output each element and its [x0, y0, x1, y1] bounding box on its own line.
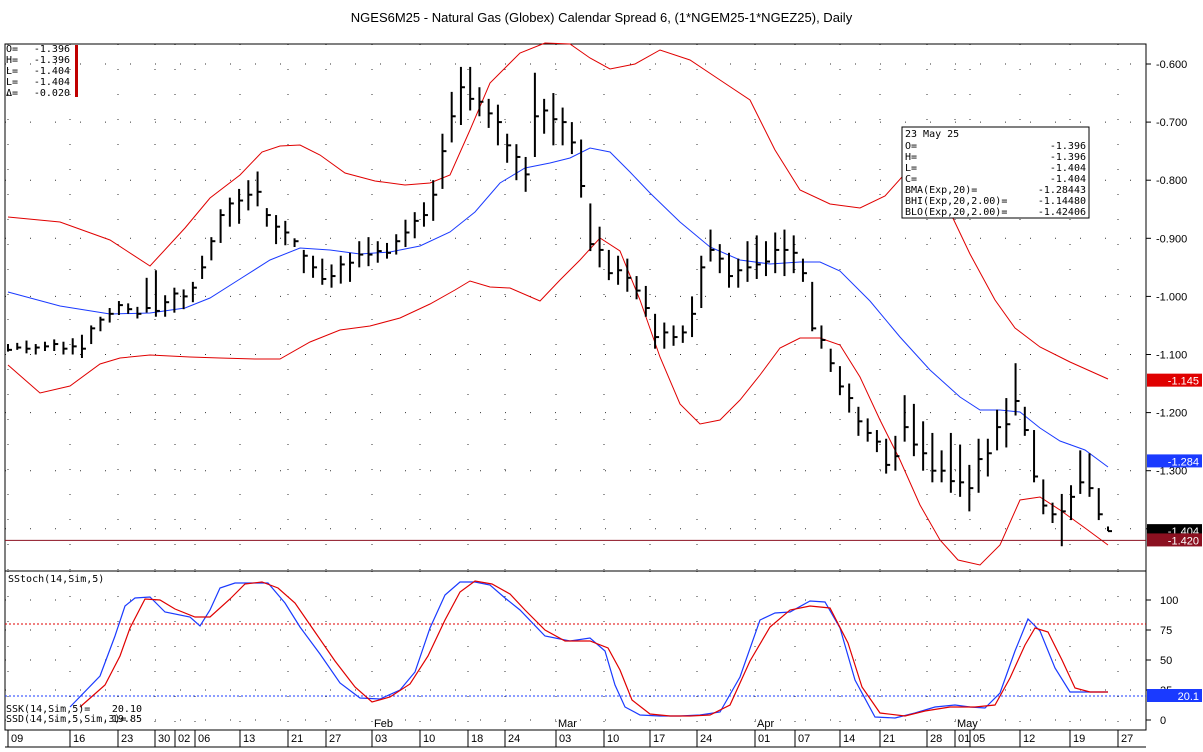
price-y-tick-label: -1.300 [1156, 466, 1187, 478]
x-axis-tick-label: 01 [958, 733, 970, 745]
ohlc-readout-marker [75, 45, 78, 97]
price-tag [1147, 533, 1202, 547]
ohlc-readout-label: O= [6, 44, 18, 55]
info-box-value: -1.14480 [1038, 196, 1086, 207]
price-tag-label: -1.420 [1168, 535, 1199, 547]
x-axis-month-label: May [957, 718, 978, 730]
info-box-label: BMA(Exp,20)= [905, 185, 977, 196]
stoch-y-tick-label: 100 [1160, 595, 1178, 607]
info-box-value: -1.42406 [1038, 207, 1086, 218]
stoch-tag [1147, 689, 1202, 702]
x-axis-tick-label: 24 [508, 733, 520, 745]
stoch-ssk-line [69, 581, 1108, 719]
x-axis-tick-label: 14 [843, 733, 855, 745]
stoch-readout-label: SSD(14,Sim,5,Sim,3)= [6, 714, 126, 725]
info-box-label: BHI(Exp,20,2.00)= [905, 196, 1007, 207]
x-axis-tick-label: 18 [471, 733, 483, 745]
info-box-label: BLO(Exp,20,2.00)= [905, 207, 1007, 218]
stoch-y-tick-label: 0 [1160, 715, 1166, 727]
info-box-label: C= [905, 174, 917, 185]
x-axis-tick-label: 27 [1121, 733, 1133, 745]
x-axis-tick-label: 06 [198, 733, 210, 745]
info-box-label: L= [905, 163, 917, 174]
x-axis-tick-label: 21 [291, 733, 303, 745]
bollinger-lower-band [7, 237, 1109, 566]
x-axis-tick-label: 03 [375, 733, 387, 745]
price-tag [1147, 373, 1202, 387]
stoch-y-tick-label: 50 [1160, 655, 1172, 667]
stoch-readout-value: 19.85 [112, 714, 142, 725]
price-y-tick-label: -0.900 [1156, 233, 1187, 245]
x-axis-tick-label: 24 [700, 733, 712, 745]
x-axis-tick-label: 13 [243, 733, 255, 745]
ohlc-readout-value: -1.404 [34, 66, 70, 77]
x-axis-tick-label: 21 [883, 733, 895, 745]
ohlc-readout-value: -1.396 [34, 44, 70, 55]
price-tag [1147, 454, 1202, 468]
info-box-value: -1.396 [1050, 152, 1086, 163]
info-box [901, 126, 1090, 219]
ohlc-readout-value: -1.396 [34, 55, 70, 66]
price-tag-label: -1.145 [1168, 376, 1199, 388]
price-panel-frame [4, 43, 1147, 572]
ohlc-readout-label: L= [6, 66, 18, 77]
x-axis-tick-label: 30 [158, 733, 170, 745]
x-axis-tick-label: 01 [758, 733, 770, 745]
x-axis-tick-label: 28 [930, 733, 942, 745]
price-y-tick-label: -0.600 [1156, 59, 1187, 71]
x-axis-tick-label: 02 [178, 733, 190, 745]
info-box-value: -1.396 [1050, 141, 1086, 152]
x-axis-month-label: Apr [757, 718, 774, 730]
x-axis-month-label: Mar [558, 718, 577, 730]
info-box-label: O= [905, 141, 917, 152]
x-axis-tick-label: 09 [11, 733, 23, 745]
price-y-tick-label: -1.100 [1156, 350, 1187, 362]
ohlc-readout-label: L= [6, 77, 18, 88]
x-axis-tick-label: 03 [559, 733, 571, 745]
ohlc-readout-label: Δ= [6, 88, 18, 99]
stoch-panel-frame [4, 570, 1147, 731]
info-box-value: -1.404 [1050, 163, 1086, 174]
x-axis-tick-label: 07 [798, 733, 810, 745]
price-tag-label: -1.284 [1168, 456, 1199, 468]
x-axis-tick-label: 27 [329, 733, 341, 745]
x-axis-tick-label: 17 [653, 733, 665, 745]
info-box-value: -1.28443 [1038, 185, 1086, 196]
ohlc-readout-label: H= [6, 55, 18, 66]
stoch-readout-label: SSK(14,Sim,5)= [6, 704, 90, 715]
x-axis-month-label: Feb [374, 718, 393, 730]
price-y-tick-label: -1.200 [1156, 408, 1187, 420]
info-box-label: H= [905, 152, 917, 163]
price-y-tick-label: -1.000 [1156, 291, 1187, 303]
ohlc-readout-value: -1.404 [34, 77, 70, 88]
bollinger-middle-average [7, 147, 1109, 468]
info-box-date: 23 May 25 [905, 129, 959, 140]
ohlc-readout-value: -0.020 [34, 88, 70, 99]
info-box-value: -1.404 [1050, 174, 1086, 185]
price-y-tick-label: -0.800 [1156, 175, 1187, 187]
chart-title: NGES6M25 - Natural Gas (Globex) Calendar… [350, 10, 853, 25]
stoch-panel-label: SStoch(14,Sim,5) [8, 574, 104, 585]
price-y-tick-label: -0.700 [1156, 117, 1187, 129]
x-axis-tick-label: 10 [607, 733, 619, 745]
x-axis-tick-label: 23 [121, 733, 133, 745]
stoch-tag-label: 20.1 [1178, 691, 1199, 703]
x-axis-tick-label: 10 [423, 733, 435, 745]
stoch-readout-value: 20.10 [112, 704, 142, 715]
stoch-y-tick-label: 75 [1160, 625, 1172, 637]
stoch-ssd-line [79, 580, 1108, 717]
x-axis-tick-label: 16 [73, 733, 85, 745]
x-axis-tick-label: 19 [1073, 733, 1085, 745]
x-axis-tick-label: 12 [1023, 733, 1035, 745]
x-axis-tick-label: 05 [973, 733, 985, 745]
